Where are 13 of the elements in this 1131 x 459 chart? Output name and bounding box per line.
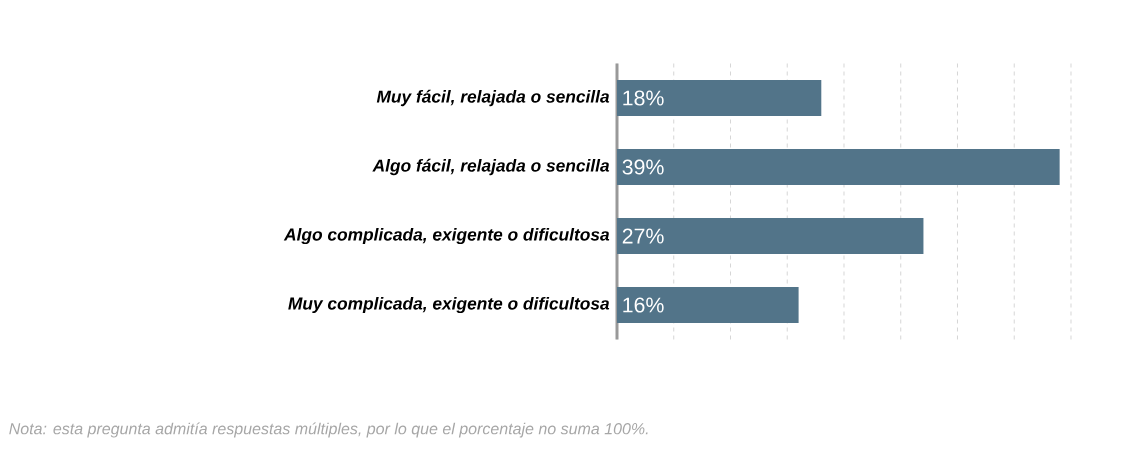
bar <box>617 80 822 116</box>
data-label: 18% <box>623 90 664 106</box>
y-tick-label: Algo complicada, exigente o dificultosa <box>283 227 610 245</box>
y-tick-label: Algo fácil, relajada o sencilla <box>372 158 610 176</box>
y-tick-label: Muy fácil, relajada o sencilla <box>376 89 610 107</box>
data-label: 27% <box>622 228 664 244</box>
data-label: 16% <box>623 297 664 313</box>
y-tick-label: Muy complicada, exigente o dificultosa <box>288 296 610 314</box>
bar <box>617 218 924 254</box>
text: Nota: esta pregunta admitía respuestas múltiples, por lo que el porcentaje no suma 100%. <box>9 422 648 438</box>
bar <box>617 149 1060 185</box>
data-label: 39% <box>622 159 664 175</box>
bar <box>617 287 799 323</box>
